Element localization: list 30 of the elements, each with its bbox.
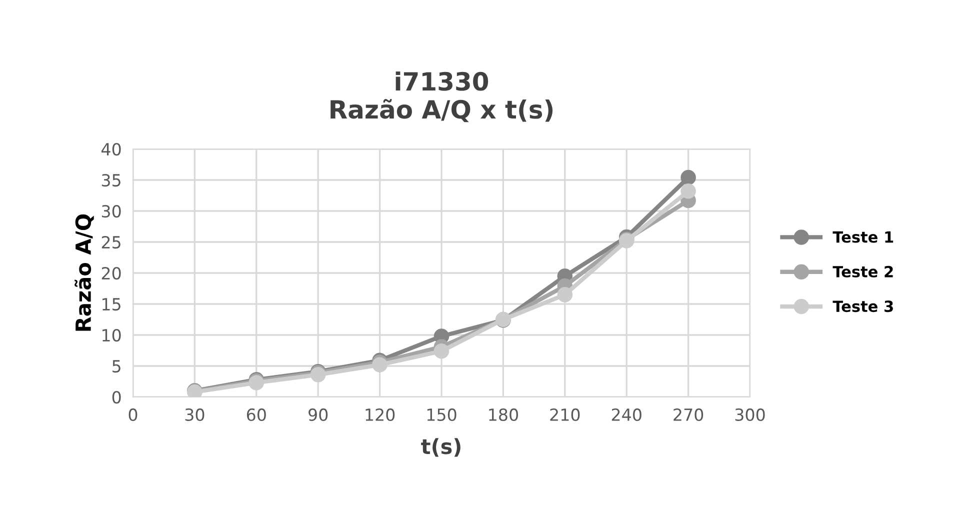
x-tick-label: 90 <box>308 408 328 422</box>
point <box>434 343 450 359</box>
y-tick-label: 0 <box>112 390 121 404</box>
y-tick-label: 35 <box>102 174 120 187</box>
y-tick-label: 30 <box>102 204 121 218</box>
legend-label: Teste 2 <box>832 266 893 278</box>
y-axis-title: Razão A/Q <box>74 214 94 331</box>
x-tick-label: 30 <box>185 408 204 422</box>
point <box>680 170 696 186</box>
point <box>557 287 573 302</box>
y-tick-label: 40 <box>101 142 121 156</box>
x-tick-label: 240 <box>612 408 642 422</box>
y-tick-label: 15 <box>102 298 120 311</box>
y-tick-label: 5 <box>112 360 120 373</box>
chart-title: i71330 Razão A/Q x t(s) <box>330 71 553 122</box>
x-tick-label: 180 <box>489 408 518 422</box>
x-tick-label: 150 <box>427 408 456 422</box>
x-tick-label: 60 <box>246 408 266 422</box>
legend-label: Teste 3 <box>832 300 893 312</box>
x-tick-label: 300 <box>735 408 765 422</box>
x-axis-title: t(s) <box>421 438 460 457</box>
y-tick-label: 10 <box>102 328 121 342</box>
x-tick-label: 210 <box>550 408 580 422</box>
y-tick-label: 25 <box>102 236 120 249</box>
point <box>680 184 696 199</box>
x-tick-label: 120 <box>366 408 395 422</box>
x-tick-label: 270 <box>674 408 704 422</box>
legend-label: Teste 1 <box>832 231 894 243</box>
x-tick-label: 0 <box>128 408 138 422</box>
y-tick-label: 20 <box>102 266 121 280</box>
